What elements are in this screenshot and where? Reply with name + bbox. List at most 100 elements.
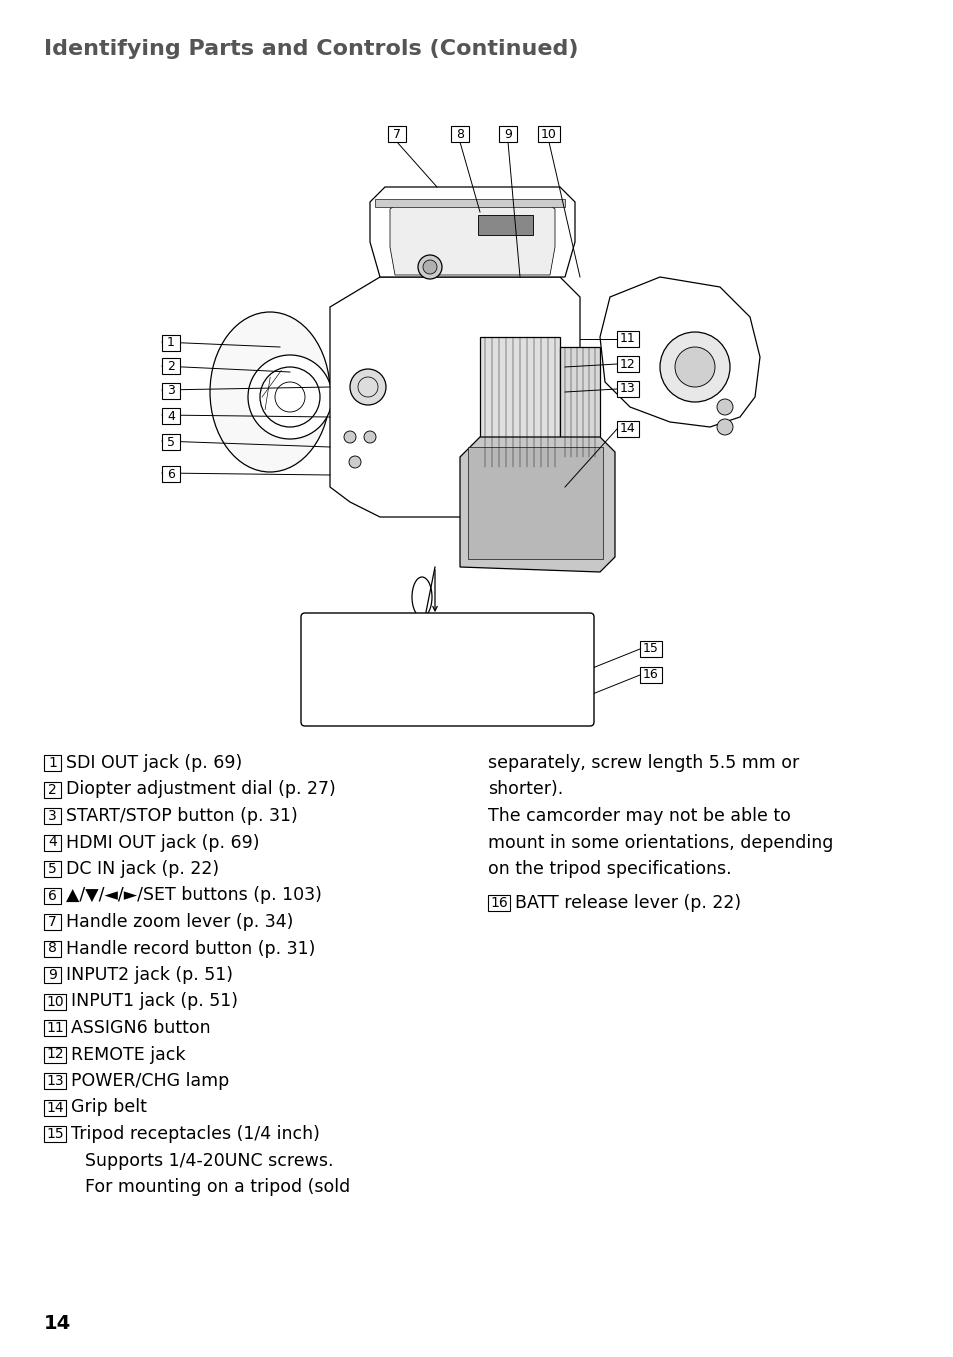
Bar [617,381,639,398]
Text: Handle record button (p. 31): Handle record button (p. 31) [66,939,315,958]
Bar [162,383,180,399]
Text: INPUT1 jack (p. 51): INPUT1 jack (p. 51) [71,992,237,1011]
Text: 4: 4 [48,836,57,849]
Circle shape [417,255,441,280]
Bar [419,647,515,692]
FancyBboxPatch shape [301,613,594,726]
Circle shape [349,456,360,468]
Bar [44,1020,66,1035]
Text: 15: 15 [46,1128,64,1141]
Bar [44,887,61,904]
Bar [44,807,61,824]
Bar [488,896,510,912]
Bar [44,915,61,930]
Text: BATT release lever (p. 22): BATT release lever (p. 22) [515,894,740,912]
Bar [388,126,406,142]
Text: 14: 14 [619,422,636,436]
Bar [44,754,61,771]
Polygon shape [390,202,555,275]
Text: REMOTE jack: REMOTE jack [71,1045,185,1064]
Text: DC IN jack (p. 22): DC IN jack (p. 22) [66,860,219,878]
Circle shape [717,419,732,436]
Text: 1: 1 [167,337,174,350]
Bar [162,434,180,451]
Circle shape [248,356,332,440]
Polygon shape [370,187,575,277]
Text: 16: 16 [642,669,659,681]
Text: 5: 5 [48,862,57,877]
Bar [451,126,469,142]
Bar [617,331,639,347]
Bar [537,126,559,142]
Bar [44,860,61,877]
Bar [498,126,517,142]
Bar [617,421,639,437]
Text: 5: 5 [167,436,174,449]
Bar [375,199,564,208]
Text: Identifying Parts and Controls (Continued): Identifying Parts and Controls (Continue… [44,39,578,58]
Text: Grip belt: Grip belt [71,1099,147,1117]
Text: 8: 8 [48,942,57,955]
Bar [44,1073,66,1090]
Text: For mounting on a tripod (sold: For mounting on a tripod (sold [85,1178,350,1196]
Circle shape [659,332,729,402]
Text: 11: 11 [619,332,636,346]
Bar [162,465,180,482]
Text: SDI OUT jack (p. 69): SDI OUT jack (p. 69) [66,754,242,772]
Bar [44,835,61,851]
Text: START/STOP button (p. 31): START/STOP button (p. 31) [66,807,297,825]
Bar [639,668,661,683]
Text: 16: 16 [490,897,507,911]
Text: 13: 13 [46,1073,64,1088]
Text: 14: 14 [46,1101,64,1114]
Text: The camcorder may not be able to: The camcorder may not be able to [488,807,790,825]
Polygon shape [599,277,760,427]
Text: 9: 9 [48,968,57,982]
Text: 12: 12 [619,357,636,370]
Text: 7: 7 [48,915,57,930]
Polygon shape [330,277,579,517]
Bar [477,214,533,235]
Bar [44,940,61,957]
Text: mount in some orientations, depending: mount in some orientations, depending [488,833,833,851]
Text: 9: 9 [503,128,512,141]
Bar [44,1126,66,1143]
Text: HDMI OUT jack (p. 69): HDMI OUT jack (p. 69) [66,833,259,851]
Text: 11: 11 [46,1020,64,1035]
Polygon shape [459,437,615,573]
Bar [44,782,61,798]
Bar [44,1099,66,1115]
Bar [162,358,180,375]
Text: on the tripod specifications.: on the tripod specifications. [488,860,731,878]
Ellipse shape [210,312,330,472]
Text: 7: 7 [393,128,400,141]
Bar [468,446,602,559]
Circle shape [350,369,386,404]
Text: 2: 2 [167,360,174,373]
Text: 6: 6 [48,889,57,902]
Circle shape [717,399,732,415]
Text: shorter).: shorter). [488,780,562,798]
Bar [162,408,180,423]
Text: Diopter adjustment dial (p. 27): Diopter adjustment dial (p. 27) [66,780,335,798]
Text: Supports 1/4-20UNC screws.: Supports 1/4-20UNC screws. [85,1152,334,1170]
Text: 10: 10 [46,995,64,1008]
Bar [617,356,639,372]
Bar [162,335,180,351]
Text: 4: 4 [167,410,174,422]
Circle shape [422,261,436,274]
Bar [44,1046,66,1063]
Text: 13: 13 [619,383,636,395]
Circle shape [364,432,375,442]
Bar [44,993,66,1010]
Polygon shape [319,632,395,702]
Text: 3: 3 [167,384,174,398]
Text: ASSIGN6 button: ASSIGN6 button [71,1019,211,1037]
Text: 15: 15 [642,642,659,655]
Text: 6: 6 [167,468,174,480]
Text: 8: 8 [456,128,463,141]
Circle shape [675,347,714,387]
Bar [559,347,599,457]
Text: 10: 10 [540,128,557,141]
Text: POWER/CHG lamp: POWER/CHG lamp [71,1072,229,1090]
